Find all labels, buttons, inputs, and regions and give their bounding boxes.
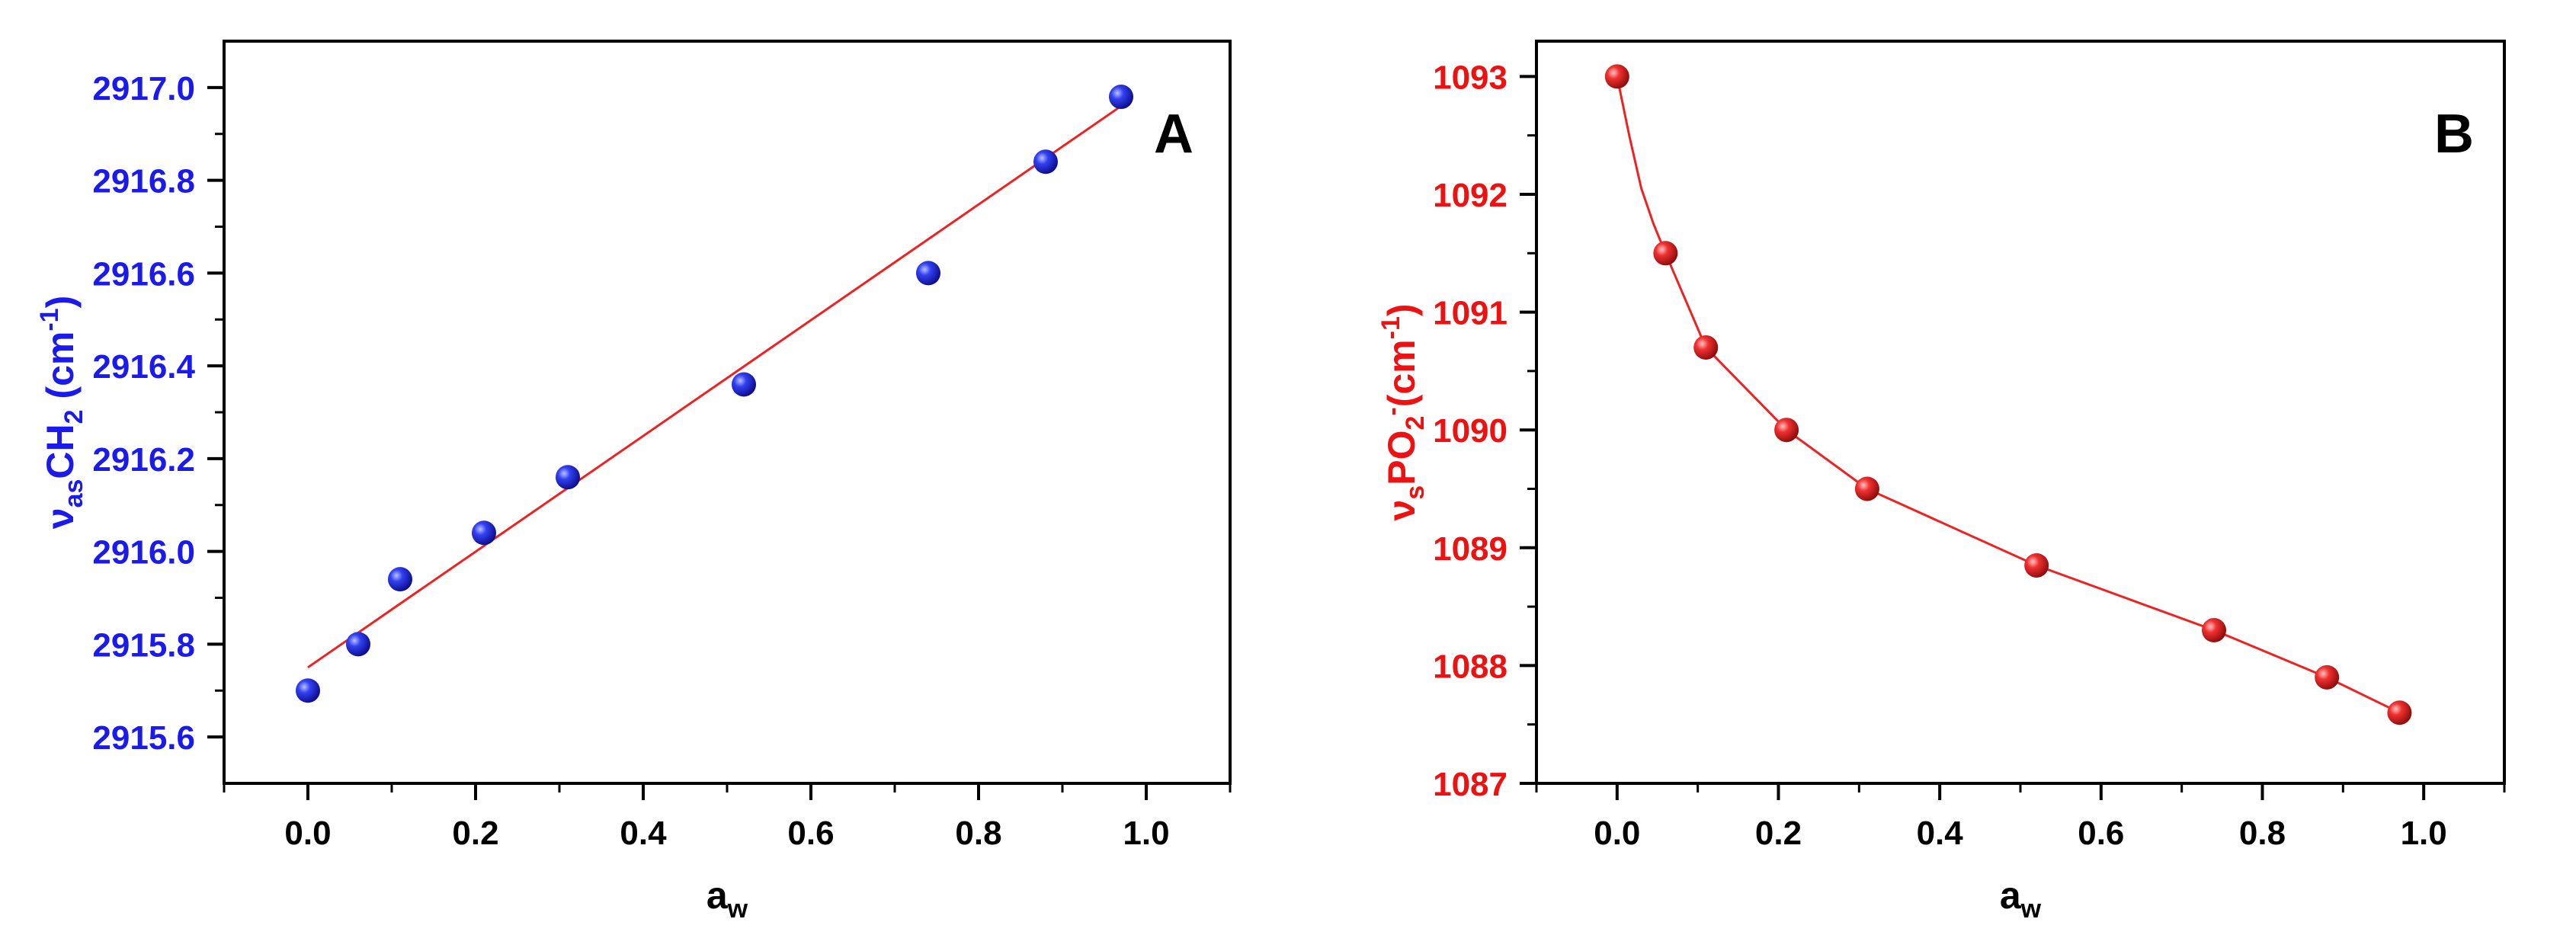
data-point bbox=[732, 372, 756, 397]
y-tick-label: 2916.8 bbox=[92, 163, 195, 200]
y-tick-label: 2915.8 bbox=[92, 626, 195, 664]
y-tick-label: 1092 bbox=[1433, 177, 1507, 214]
y-axis-label: νasCH2 (cm-1) bbox=[35, 296, 88, 529]
plot-frame bbox=[223, 40, 1232, 785]
x-tick-label: 0.4 bbox=[1917, 815, 1964, 852]
y-tick-label: 2917.0 bbox=[92, 70, 195, 107]
data-point bbox=[2024, 552, 2049, 578]
x-tick-label: 0.6 bbox=[2078, 815, 2124, 852]
x-tick-label: 1.0 bbox=[1123, 815, 1169, 852]
y-tick-label: 2916.4 bbox=[92, 348, 195, 386]
plot-frame bbox=[1535, 40, 2506, 785]
data-point bbox=[472, 520, 496, 546]
data-point bbox=[1604, 64, 1629, 89]
x-tick-label: 0.8 bbox=[2239, 815, 2286, 852]
data-point bbox=[1109, 85, 1133, 110]
y-tick-label: 1091 bbox=[1433, 295, 1507, 332]
x-axis-ticks: 0.0 0.2 0.4 0.6 0.8 1.0 bbox=[1535, 783, 2506, 852]
data-points bbox=[1604, 64, 2412, 725]
data-point bbox=[2315, 664, 2340, 690]
data-point bbox=[916, 261, 940, 286]
data-point bbox=[556, 465, 580, 490]
y-tick-label: 1090 bbox=[1433, 412, 1507, 450]
x-tick-label: 0.2 bbox=[1755, 815, 1802, 852]
panel-label: A bbox=[1154, 104, 1193, 165]
y-tick-label: 2915.6 bbox=[92, 719, 195, 757]
fit-line bbox=[307, 104, 1122, 669]
x-tick-label: 0.2 bbox=[452, 815, 498, 852]
data-point bbox=[2387, 700, 2412, 725]
data-point bbox=[296, 678, 320, 703]
y-axis-label: νsPO2-(cm-1) bbox=[1376, 303, 1430, 520]
y-tick-label: 2916.6 bbox=[92, 255, 195, 293]
x-tick-label: 0.8 bbox=[955, 815, 1001, 852]
fit-line bbox=[1616, 76, 2401, 714]
x-tick-label: 0.4 bbox=[620, 815, 667, 852]
data-point bbox=[1693, 335, 1719, 360]
panel-label: B bbox=[2434, 104, 2474, 165]
fit-curve bbox=[1616, 76, 2401, 714]
data-point bbox=[388, 567, 412, 592]
data-point bbox=[1033, 149, 1058, 175]
y-tick-label: 2916.2 bbox=[92, 441, 195, 479]
x-tick-label: 0.6 bbox=[787, 815, 834, 852]
data-point bbox=[1774, 418, 1799, 443]
y-tick-label: 2916.0 bbox=[92, 534, 195, 572]
y-axis-ticks: 2915.6 2915.8 2916.0 2916.2 2916.4 2916.6 2916… bbox=[92, 70, 224, 757]
data-point bbox=[2202, 618, 2226, 643]
fit-curve bbox=[307, 104, 1122, 669]
data-point bbox=[346, 632, 370, 657]
data-point bbox=[1653, 241, 1678, 266]
x-axis-label: aw bbox=[706, 874, 748, 924]
y-tick-label: 1093 bbox=[1433, 59, 1507, 96]
y-tick-label: 1089 bbox=[1433, 530, 1507, 568]
y-tick-label: 1088 bbox=[1433, 648, 1507, 685]
data-points bbox=[296, 85, 1133, 703]
y-tick-label: 1087 bbox=[1433, 766, 1507, 803]
panel-a: 2915.6 2915.8 2916.0 2916.2 2916.4 2916.6 2916… bbox=[35, 40, 1232, 924]
y-axis-ticks: 1087 1088 1089 1090 1091 1092 1093 bbox=[1433, 59, 1536, 803]
x-tick-label: 0.0 bbox=[284, 815, 331, 852]
x-axis-label: aw bbox=[2000, 874, 2042, 924]
x-tick-label: 1.0 bbox=[2401, 815, 2447, 852]
x-tick-label: 0.0 bbox=[1594, 815, 1640, 852]
data-point bbox=[1854, 476, 1879, 501]
x-axis-ticks: 0.0 0.2 0.4 0.6 0.8 1.0 bbox=[223, 783, 1232, 852]
